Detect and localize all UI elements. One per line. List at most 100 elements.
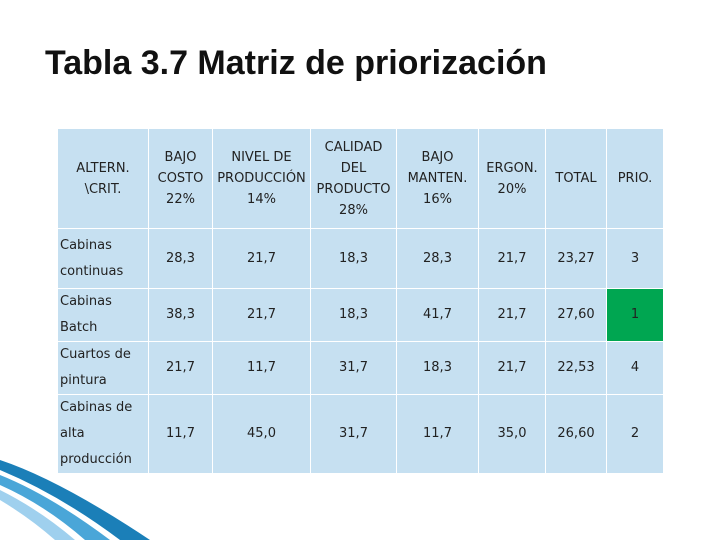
cell-text: Cabinas — [60, 294, 112, 309]
cell-text: 3 — [630, 250, 640, 266]
column-header: NIVEL DE PRODUCCIÓN 14% — [212, 128, 311, 229]
table-cell: 11,7 — [148, 394, 213, 474]
table-cell: 18,3 — [396, 341, 479, 395]
cell-text: 1 — [630, 307, 640, 322]
cell-text: 21,7 — [166, 360, 195, 375]
cell-text: 21,7 — [497, 360, 527, 375]
cell-text: 31,7 — [339, 426, 368, 441]
table-row: Cabinas de alta producción 11,7 45,0 31,7 11,7… — [57, 394, 664, 474]
table-cell: 21,7 — [148, 341, 213, 395]
table-cell: 18,3 — [310, 228, 397, 289]
table-cell: 21,7 — [478, 341, 546, 395]
row-name: Cabinas continuas — [57, 228, 149, 289]
row-name: Cuartos de pintura — [57, 341, 149, 395]
table-cell: 18,3 — [310, 288, 397, 342]
cell-text: 14% — [247, 192, 276, 207]
cell-text: 23,27 — [557, 250, 595, 266]
table-cell: 1 — [606, 288, 664, 342]
row-name: Cabinas Batch — [57, 288, 149, 342]
cell-text: 4 — [630, 360, 640, 375]
cell-text: Batch — [60, 320, 98, 335]
table-cell: 11,7 — [212, 341, 311, 395]
table-cell: 28,3 — [396, 228, 479, 289]
cell-text: 41,7 — [423, 307, 452, 322]
cell-text: continuas — [60, 263, 124, 279]
table-cell: 31,7 — [310, 394, 397, 474]
cell-text: 16% — [423, 192, 452, 207]
cell-text: BAJO — [164, 150, 197, 165]
header-row: ALTERN. \CRIT. BAJO COSTO 22% NIVEL DE PRODUCC… — [57, 128, 664, 229]
cell-text: 21,7 — [247, 307, 276, 322]
cell-text: 26,60 — [557, 426, 595, 441]
cell-text: DEL — [340, 160, 367, 176]
cell-text: ALTERN. — [76, 160, 130, 176]
title: Tabla 3.7 Matriz de priorización — [45, 44, 547, 82]
table-cell: 31,7 — [310, 341, 397, 395]
cell-text: 22% — [166, 192, 195, 207]
cell-text: ERGON. — [486, 160, 538, 176]
table-cell: 23,27 — [545, 228, 607, 289]
table-cell: 2 — [606, 394, 664, 474]
cell-text: 27,60 — [557, 307, 595, 322]
table-cell: 22,53 — [545, 341, 607, 395]
table-cell: 11,7 — [396, 394, 479, 474]
cell-text: 18,3 — [339, 307, 368, 322]
cell-text: 11,7 — [166, 426, 195, 441]
table-row: Cabinas continuas 28,3 21,7 18,3 28,3 21,7 23,2… — [57, 228, 664, 289]
cell-text: producción — [60, 452, 132, 467]
cell-text: 45,0 — [247, 426, 276, 441]
cell-text: Cabinas — [60, 237, 112, 253]
cell-text: COSTO — [157, 171, 204, 186]
table-cell: 41,7 — [396, 288, 479, 342]
cell-text: PRODUCCIÓN — [217, 171, 306, 186]
cell-text: PRODUCTO — [316, 181, 391, 197]
cell-text: Cabinas de — [60, 400, 133, 415]
cell-text: 35,0 — [497, 426, 527, 441]
table-row: Cuartos de pintura 21,7 11,7 31,7 18,3 21,7 22,… — [57, 341, 664, 395]
cell-text: NIVEL DE — [231, 150, 292, 165]
table-cell: 21,7 — [478, 228, 546, 289]
column-header: ERGON. 20% — [478, 128, 546, 229]
table-cell: 38,3 — [148, 288, 213, 342]
column-header: CALIDAD DEL PRODUCTO 28% — [310, 128, 397, 229]
table-row: Cabinas Batch 38,3 21,7 18,3 41,7 21,7 27,60 1 — [57, 288, 664, 342]
cell-text: 21,7 — [497, 307, 527, 322]
cell-text: \CRIT. — [84, 181, 122, 197]
column-header: BAJO COSTO 22% — [148, 128, 213, 229]
cell-text: 11,7 — [247, 360, 276, 375]
cell-text: 18,3 — [423, 360, 452, 375]
cell-text: 22,53 — [557, 360, 595, 375]
cell-text: 11,7 — [423, 426, 452, 441]
cell-text: alta — [60, 426, 85, 441]
table-cell: 28,3 — [148, 228, 213, 289]
table-cell: 4 — [606, 341, 664, 395]
cell-text: CALIDAD — [324, 139, 383, 155]
cell-text: 2 — [630, 426, 640, 441]
cell-text: MANTEN. — [407, 171, 468, 186]
cell-text: Cuartos de — [60, 347, 131, 362]
cell-text: 31,7 — [339, 360, 368, 375]
column-header: PRIO. — [606, 128, 664, 229]
table-cell: 45,0 — [212, 394, 311, 474]
table-cell: 35,0 — [478, 394, 546, 474]
cell-text: 38,3 — [166, 307, 195, 322]
table-cell: 21,7 — [212, 288, 311, 342]
cell-text: 28% — [339, 202, 368, 218]
table-cell: 27,60 — [545, 288, 607, 342]
cell-text: 28,3 — [166, 250, 195, 266]
cell-text: 20% — [497, 181, 527, 197]
table-cell: 26,60 — [545, 394, 607, 474]
column-header: BAJO MANTEN. 16% — [396, 128, 479, 229]
priority-table: ALTERN. \CRIT. BAJO COSTO 22% NIVEL DE PRODUCC… — [57, 128, 664, 474]
column-header: TOTAL — [545, 128, 607, 229]
table-cell: 3 — [606, 228, 664, 289]
decoration — [0, 460, 150, 540]
cell-text: TOTAL — [555, 171, 597, 186]
row-name: Cabinas de alta producción — [57, 394, 149, 474]
cell-text: PRIO. — [617, 171, 653, 186]
cell-text: 21,7 — [247, 250, 276, 266]
corner-cell: ALTERN. \CRIT. — [57, 128, 149, 229]
table-cell: 21,7 — [212, 228, 311, 289]
cell-text: 28,3 — [423, 250, 452, 266]
cell-text: BAJO — [421, 150, 454, 165]
